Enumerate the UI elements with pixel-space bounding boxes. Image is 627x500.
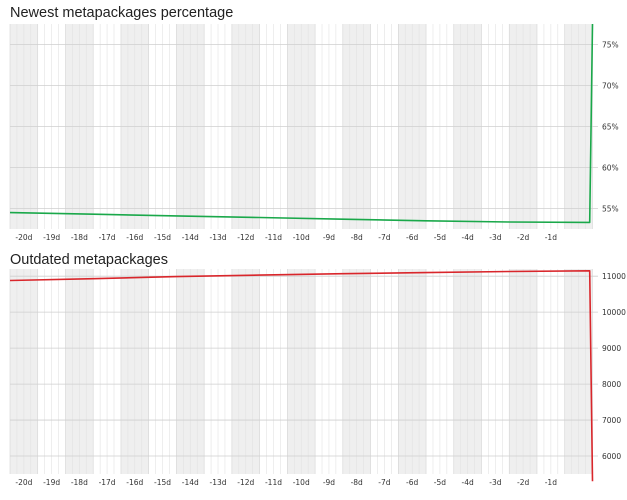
x-tick-label: -8d: [351, 478, 363, 487]
x-tick-label: -5d: [434, 478, 446, 487]
x-tick-label: -5d: [434, 233, 446, 242]
y-tick-label: 60%: [602, 164, 619, 173]
newest-percentage-chart: 55% 60% 65% 70% 75% -20d -19d -18d -17d -16d -15d -…: [9, 23, 619, 242]
x-tick-label: -18d: [71, 233, 88, 242]
x-tick-label: -20d: [15, 478, 32, 487]
x-tick-label: -13d: [210, 233, 227, 242]
x-tick-label: -2d: [517, 233, 529, 242]
y-tick-label: 11000: [602, 272, 626, 281]
x-tick-label: -4d: [462, 233, 474, 242]
series-line: [9, 23, 594, 224]
y-tick-label: 10000: [602, 308, 626, 317]
x-tick-label: -14d: [182, 478, 199, 487]
x-tick-label: -12d: [237, 478, 254, 487]
y-tick-label: 7000: [602, 416, 621, 425]
x-tick-label: -9d: [323, 233, 335, 242]
x-tick-label: -17d: [99, 233, 116, 242]
y-tick-label: 75%: [602, 41, 619, 50]
x-tick-label: -16d: [126, 233, 143, 242]
x-tick-label: -10d: [293, 478, 310, 487]
x-tick-label: -19d: [43, 478, 60, 487]
x-tick-label: -6d: [406, 478, 418, 487]
series-line: [9, 270, 594, 482]
outdated-metapackages-chart: 6000 7000 8000 9000 10000 11000 -20d -19d -18d -1…: [9, 269, 626, 487]
x-tick-label: -17d: [99, 478, 116, 487]
x-tick-label: -1d: [545, 478, 557, 487]
x-tick-label: -14d: [182, 233, 199, 242]
y-tick-label: 6000: [602, 452, 621, 461]
y-tick-label: 65%: [602, 123, 619, 132]
x-tick-label: -15d: [154, 478, 171, 487]
x-tick-label: -3d: [489, 478, 501, 487]
x-tick-label: -18d: [71, 478, 88, 487]
x-tick-label: -16d: [126, 478, 143, 487]
x-tick-label: -11d: [265, 478, 282, 487]
y-tick-label: 70%: [602, 82, 619, 91]
x-tick-label: -13d: [210, 478, 227, 487]
chart-title-outdated: Outdated metapackages: [10, 252, 168, 268]
x-tick-label: -12d: [237, 233, 254, 242]
x-tick-label: -6d: [406, 233, 418, 242]
x-tick-label: -15d: [154, 233, 171, 242]
x-tick-label: -8d: [351, 233, 363, 242]
x-tick-label: -9d: [323, 478, 335, 487]
x-tick-label: -1d: [545, 233, 557, 242]
x-tick-label: -7d: [378, 233, 390, 242]
y-tick-label: 9000: [602, 344, 621, 353]
x-tick-label: -2d: [517, 478, 529, 487]
x-tick-label: -11d: [265, 233, 282, 242]
x-tick-label: -3d: [489, 233, 501, 242]
x-tick-label: -19d: [43, 233, 60, 242]
chart-title-newest-percentage: Newest metapackages percentage: [10, 5, 234, 21]
x-tick-label: -7d: [378, 478, 390, 487]
x-tick-label: -4d: [462, 478, 474, 487]
y-tick-label: 8000: [602, 380, 621, 389]
y-tick-label: 55%: [602, 205, 619, 214]
x-tick-label: -20d: [15, 233, 32, 242]
x-tick-label: -10d: [293, 233, 310, 242]
